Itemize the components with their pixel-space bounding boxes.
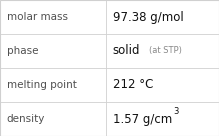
Text: 212 °C: 212 °C bbox=[113, 78, 153, 92]
Text: (at STP): (at STP) bbox=[149, 47, 182, 55]
Text: 3: 3 bbox=[173, 107, 178, 116]
Text: solid: solid bbox=[113, 44, 140, 58]
Text: 97.38 g/mol: 97.38 g/mol bbox=[113, 10, 184, 24]
Text: melting point: melting point bbox=[7, 80, 76, 90]
Text: density: density bbox=[7, 114, 45, 124]
Text: molar mass: molar mass bbox=[7, 12, 68, 22]
Text: phase: phase bbox=[7, 46, 38, 56]
Text: 1.57 g/cm: 1.57 g/cm bbox=[113, 112, 172, 126]
